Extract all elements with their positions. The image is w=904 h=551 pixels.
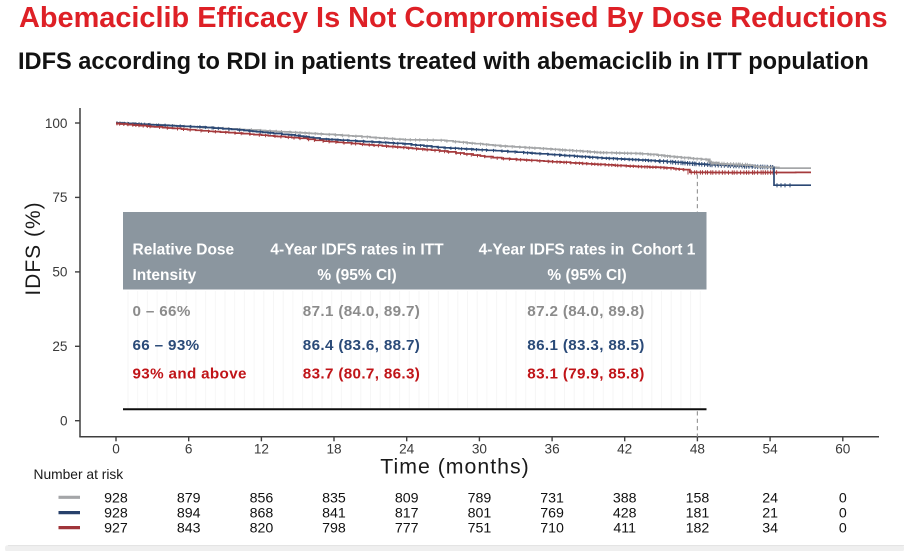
svg-text:86.4 (83.6, 88.7): 86.4 (83.6, 88.7) [303,337,420,354]
svg-text:% (95% CI): % (95% CI) [317,267,396,284]
svg-text:820: 820 [250,520,274,536]
svg-text:Intensity: Intensity [133,267,197,284]
svg-text:6: 6 [185,441,193,456]
svg-text:87.2 (84.0, 89.8): 87.2 (84.0, 89.8) [527,303,644,320]
svg-text:856: 856 [250,490,274,506]
svg-text:IDFS (%): IDFS (%) [22,201,45,295]
svg-text:0: 0 [839,490,847,506]
svg-text:841: 841 [322,505,346,521]
svg-text:843: 843 [177,520,201,536]
svg-text:801: 801 [468,505,492,521]
svg-text:25: 25 [52,339,67,354]
svg-text:928: 928 [104,505,128,521]
svg-text:30: 30 [472,441,488,456]
svg-text:21: 21 [762,505,778,521]
svg-text:4-Year IDFS rates in Cohort 1: 4-Year IDFS rates in Cohort 1 [479,241,696,258]
svg-text:18: 18 [326,441,341,456]
svg-text:879: 879 [177,490,201,506]
svg-text:83.1 (79.9, 85.8): 83.1 (79.9, 85.8) [527,366,644,383]
svg-text:835: 835 [322,490,346,506]
svg-text:24: 24 [399,441,415,456]
svg-text:789: 789 [468,490,492,506]
svg-text:75: 75 [52,190,67,205]
svg-text:87.1 (84.0, 89.7): 87.1 (84.0, 89.7) [303,303,420,320]
svg-text:83.7 (80.7, 86.3): 83.7 (80.7, 86.3) [303,366,420,383]
svg-text:4-Year IDFS rates in ITT: 4-Year IDFS rates in ITT [270,241,444,258]
svg-text:928: 928 [104,490,128,506]
svg-text:0: 0 [839,520,847,536]
svg-text:158: 158 [686,490,710,506]
svg-text:60: 60 [835,441,851,456]
svg-text:34: 34 [762,520,778,536]
svg-text:388: 388 [613,490,637,506]
svg-text:894: 894 [177,505,201,521]
svg-text:% (95% CI): % (95% CI) [547,267,626,284]
svg-text:182: 182 [686,520,710,536]
svg-text:777: 777 [395,520,419,536]
svg-text:Number at risk: Number at risk [34,467,124,482]
svg-text:Relative Dose: Relative Dose [133,241,235,258]
svg-text:0 – 66%: 0 – 66% [133,303,191,320]
svg-text:93% and above: 93% and above [133,366,247,383]
svg-text:428: 428 [613,505,637,521]
svg-text:0: 0 [60,414,68,429]
svg-text:817: 817 [395,505,419,521]
svg-text:66 – 93%: 66 – 93% [133,337,200,354]
svg-text:36: 36 [545,441,560,456]
svg-text:12: 12 [254,441,269,456]
svg-text:769: 769 [540,505,564,521]
svg-text:868: 868 [250,505,274,521]
svg-text:50: 50 [52,265,68,280]
svg-text:798: 798 [322,520,346,536]
svg-text:100: 100 [45,116,68,131]
svg-text:751: 751 [468,520,492,536]
svg-text:48: 48 [690,441,705,456]
svg-text:809: 809 [395,490,419,506]
svg-text:927: 927 [104,520,128,536]
svg-text:0: 0 [112,441,120,456]
svg-text:731: 731 [540,490,564,506]
svg-text:710: 710 [540,520,564,536]
svg-text:24: 24 [762,490,778,506]
svg-text:86.1 (83.3, 88.5): 86.1 (83.3, 88.5) [527,337,644,354]
svg-text:54: 54 [763,441,779,456]
svg-text:Time (months): Time (months) [380,454,529,478]
svg-text:411: 411 [613,520,636,536]
svg-text:181: 181 [686,505,710,521]
svg-text:42: 42 [617,441,632,456]
svg-text:0: 0 [839,505,847,521]
